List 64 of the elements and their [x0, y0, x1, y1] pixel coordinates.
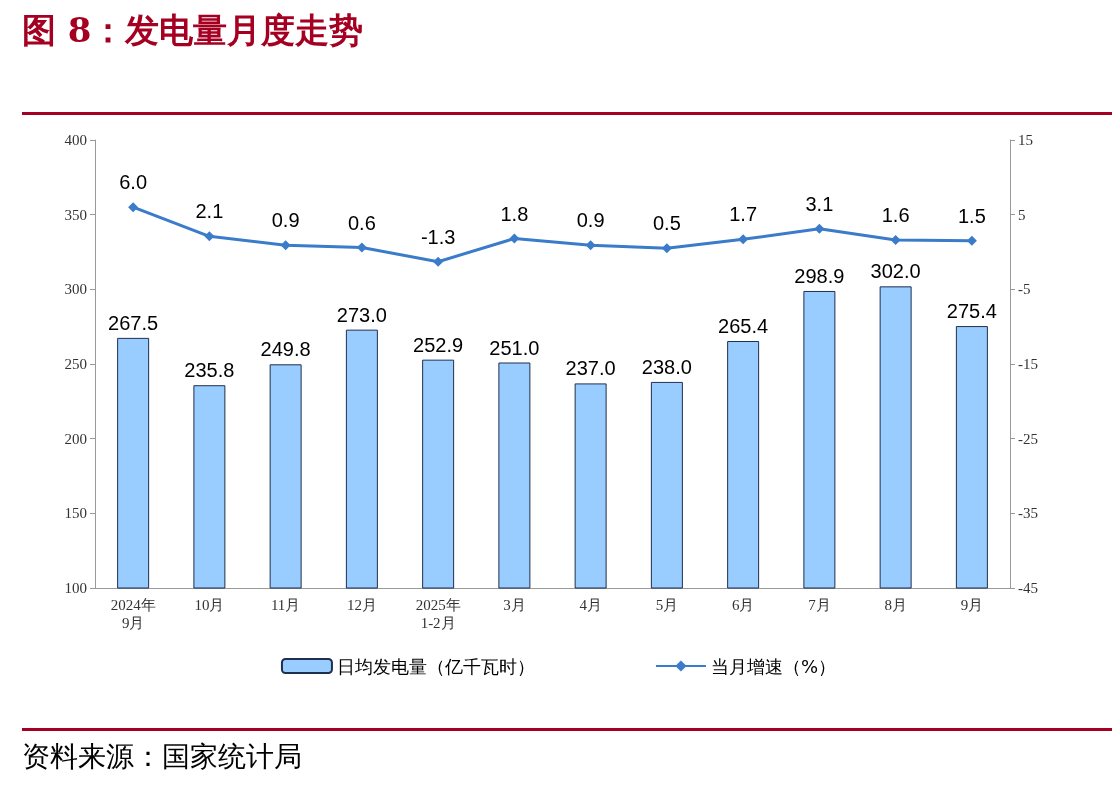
legend-label: 日均发电量（亿千瓦时）	[336, 655, 535, 677]
y2-tick-label: -45	[1018, 580, 1038, 596]
data-label: 238.0	[641, 355, 692, 378]
y-tick-label: 400	[64, 132, 87, 148]
data-label: 249.8	[260, 338, 311, 361]
y-tick-label: 250	[64, 356, 87, 372]
x-tick-label: 7月	[808, 597, 831, 613]
data-label: 1.6	[881, 204, 910, 227]
data-label: 251.0	[489, 336, 540, 359]
data-label: 1.5	[957, 204, 986, 227]
point	[509, 233, 520, 244]
x-tick-label: 2024年 9月	[110, 597, 156, 631]
point	[738, 234, 749, 245]
point	[890, 235, 901, 246]
data-label: 2.1	[195, 200, 224, 223]
point	[585, 240, 596, 251]
point	[661, 243, 672, 254]
x-tick-label: 4月	[579, 597, 602, 613]
legend-label: 当月增速（%）	[710, 655, 837, 677]
chart-title: 图 8：发电量月度走势	[22, 9, 364, 52]
y-tick-label: 150	[64, 505, 87, 522]
x-tick-label: 12月	[346, 597, 377, 613]
point	[280, 240, 291, 251]
data-label: -1.3	[420, 225, 456, 248]
data-label: 0.5	[652, 212, 681, 235]
y2-tick-label: 15	[1018, 132, 1033, 148]
data-label: 275.4	[946, 300, 997, 323]
data-label: 6.0	[119, 171, 148, 194]
y2-tick-label: -5	[1018, 281, 1031, 298]
data-label: 1.8	[500, 202, 529, 225]
point	[814, 223, 825, 234]
x-tick-label: 11月	[270, 597, 301, 613]
data-label: 267.5	[108, 311, 159, 334]
y-tick-label: 300	[64, 281, 87, 298]
data-label: 3.1	[805, 192, 834, 215]
data-label: 0.9	[576, 209, 605, 232]
point	[128, 202, 139, 213]
y-tick-label: 350	[64, 206, 87, 223]
text: 资料来源：国家统计局	[22, 739, 302, 775]
data-label: 265.4	[718, 315, 769, 337]
x-tick-label: 2025年 1-2月	[415, 597, 461, 631]
data-label: 1.7	[729, 203, 758, 226]
point	[204, 231, 215, 242]
data-label: 235.8	[184, 359, 235, 382]
data-label: 302.0	[870, 260, 921, 283]
x-tick-label: 9月	[960, 597, 984, 613]
data-label: 273.0	[336, 303, 387, 326]
y2-tick-label: 5	[1018, 206, 1026, 223]
data-label: 237.0	[565, 357, 616, 380]
data-label: 0.6	[347, 211, 376, 234]
y2-tick-label: -15	[1018, 356, 1038, 372]
x-tick-label: 6月	[731, 597, 755, 613]
y-tick-label: 100	[64, 580, 87, 596]
y-tick-label: 200	[64, 430, 87, 447]
y2-tick-label: -25	[1018, 430, 1038, 447]
x-tick-label: 10月	[194, 597, 225, 613]
x-tick-label: 5月	[655, 597, 679, 613]
data-label: 298.9	[794, 264, 845, 287]
y2-tick-label: -35	[1018, 505, 1038, 522]
data-label: 252.9	[413, 333, 464, 356]
x-tick-label: 8月	[884, 597, 907, 613]
point	[433, 256, 444, 267]
data-label: 0.9	[271, 209, 300, 232]
x-tick-label: 3月	[503, 597, 526, 613]
